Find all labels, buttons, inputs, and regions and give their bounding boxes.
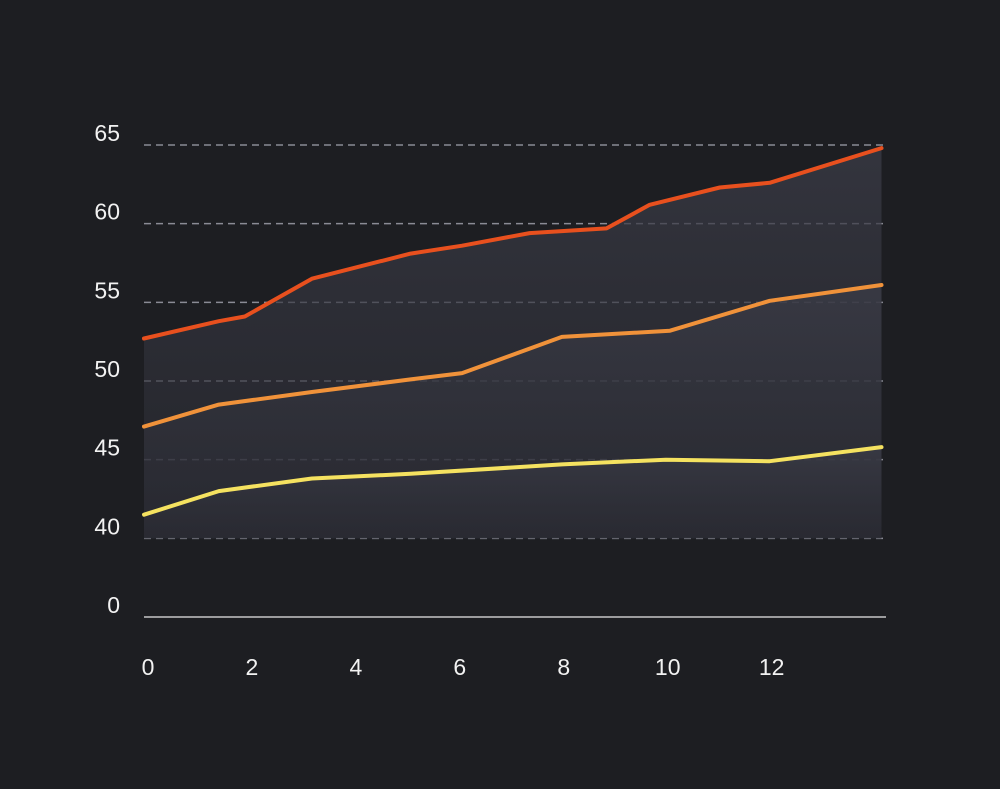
x-tick-label: 10: [655, 654, 681, 680]
x-tick-label: 12: [759, 654, 785, 680]
y-tick-label: 50: [94, 356, 120, 382]
line: [142, 283, 884, 429]
y-tick-label: 60: [94, 199, 120, 225]
y-tick-label: 0: [107, 592, 120, 618]
y-tick-label: 45: [94, 435, 120, 461]
x-tick-label: 0: [142, 654, 155, 680]
line: [142, 445, 884, 517]
x-tick-label: 6: [453, 654, 466, 680]
x-tick-label: 8: [557, 654, 570, 680]
line: [142, 146, 884, 341]
area: [144, 447, 882, 539]
y-tick-label: 65: [94, 120, 120, 146]
x-tick-label: 4: [349, 654, 362, 680]
y-tick-label: 55: [94, 277, 120, 303]
y-tick-label: 40: [94, 513, 120, 539]
x-tick-label: 2: [246, 654, 259, 680]
